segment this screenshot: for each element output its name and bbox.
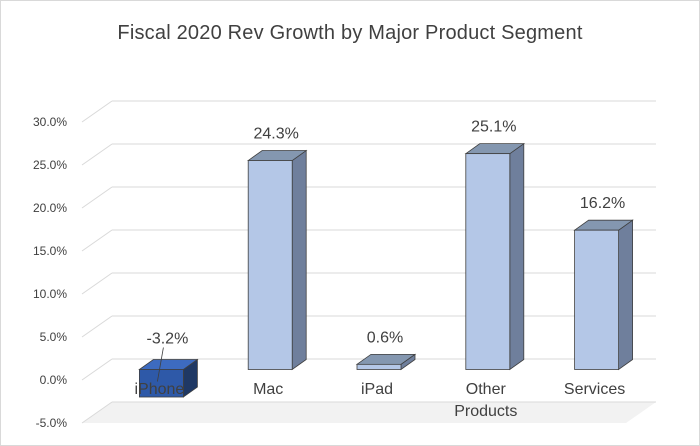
bar-side	[618, 219, 633, 371]
gridline-side	[81, 358, 113, 381]
data-label: 25.1%	[471, 119, 516, 136]
category-label: Other	[466, 381, 507, 398]
bar-side	[509, 142, 525, 371]
gridline-side	[81, 272, 113, 295]
bar-side	[291, 149, 307, 371]
gridline-side	[81, 401, 113, 424]
y-tick-label: 15.0%	[33, 244, 67, 258]
y-tick-label: 5.0%	[40, 330, 68, 344]
y-tick-label: 30.0%	[33, 115, 67, 129]
category-label: iPad	[361, 381, 393, 398]
gridline-side	[81, 315, 113, 338]
chart-floor	[82, 402, 656, 423]
bar-iphone	[138, 369, 184, 398]
data-label-leader	[157, 347, 164, 382]
bar-mac	[247, 160, 293, 370]
y-tick-label: 10.0%	[33, 287, 67, 301]
chart-title: Fiscal 2020 Rev Growth by Major Product …	[117, 22, 583, 44]
bar-other-products	[465, 153, 511, 370]
bar-services	[574, 229, 619, 370]
data-label: 0.6%	[367, 329, 403, 346]
bar-ipad	[356, 363, 402, 370]
y-tick-label: 25.0%	[33, 158, 67, 172]
data-label: 16.2%	[580, 195, 625, 212]
data-label: 24.3%	[254, 126, 299, 143]
y-tick-label: -5.0%	[36, 416, 68, 430]
category-label: Mac	[253, 381, 283, 398]
category-label: iPhone	[134, 381, 184, 398]
gridline-side	[81, 100, 113, 123]
data-label: -3.2%	[147, 331, 189, 348]
gridline-side	[81, 186, 113, 209]
y-tick-label: 20.0%	[33, 201, 67, 215]
gridline-side	[81, 143, 113, 166]
category-label: Products	[454, 403, 517, 420]
category-label: Services	[564, 381, 625, 398]
y-tick-label: 0.0%	[40, 373, 68, 387]
gridline-side	[81, 229, 113, 252]
